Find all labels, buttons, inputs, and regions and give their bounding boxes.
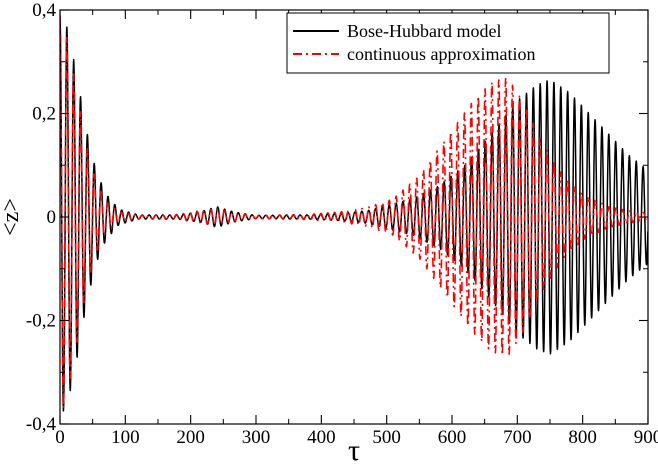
x-tick-label: 100 [111, 427, 140, 448]
series-line-bose-hubbard [60, 20, 648, 412]
x-tick-label: 500 [372, 427, 401, 448]
x-tick-label: 0 [55, 427, 65, 448]
legend-box [286, 12, 610, 74]
y-tick-label: -0,4 [26, 414, 57, 435]
x-axis-label: τ [348, 434, 360, 467]
x-tick-label: 300 [242, 427, 271, 448]
x-tick-label: 200 [176, 427, 205, 448]
series-layer [60, 15, 648, 412]
x-tick-label: 400 [307, 427, 336, 448]
series-line-continuous [60, 15, 648, 409]
y-axis-label: <z> [0, 198, 24, 236]
legend: Bose-Hubbard model continuous approximat… [286, 12, 610, 74]
x-tick-label: 700 [503, 427, 532, 448]
legend-label-bose-hubbard: Bose-Hubbard model [347, 21, 501, 41]
y-tick-label: 0 [47, 207, 57, 228]
ticks-layer: 0 100 200 300 400 500 600 700 800 900 0,4 0,2 0 -0,2 -… [26, 0, 658, 448]
y-tick-label: -0,2 [26, 311, 56, 332]
x-tick-label: 600 [438, 427, 467, 448]
x-tick-label: 900 [634, 427, 658, 448]
x-tick-label: 800 [568, 427, 597, 448]
y-tick-label: 0,2 [32, 104, 56, 125]
legend-label-continuous: continuous approximation [347, 44, 535, 64]
y-tick-label: 0,4 [32, 0, 56, 21]
